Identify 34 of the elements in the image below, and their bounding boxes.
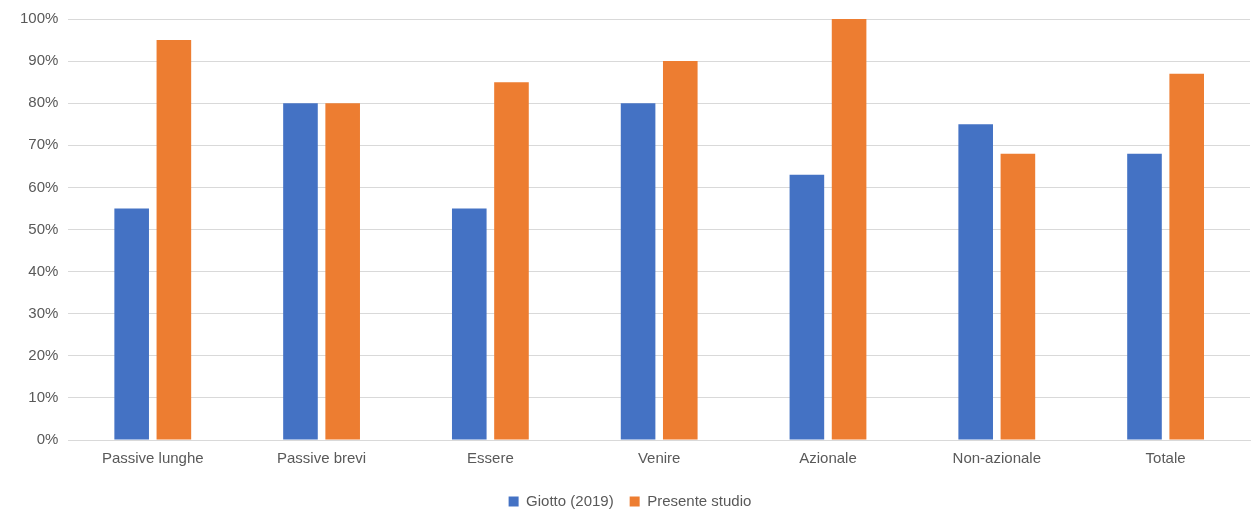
- bar: [156, 40, 192, 440]
- bar: [831, 19, 867, 440]
- x-tick-label: Totale: [1145, 449, 1186, 467]
- bar: [494, 82, 529, 440]
- y-tick-label: 0%: [36, 430, 59, 448]
- bar: [958, 124, 993, 440]
- legend-label: Presente studio: [647, 491, 752, 509]
- y-tick-label: 80%: [28, 93, 59, 111]
- y-tick-label: 20%: [28, 345, 59, 363]
- bar: [662, 61, 698, 440]
- bar: [114, 208, 149, 440]
- bar: [620, 103, 656, 440]
- y-tick-label: 30%: [28, 303, 59, 321]
- y-tick-label: 10%: [28, 388, 59, 406]
- bar: [1127, 153, 1162, 440]
- x-tick-label: Passive lunghe: [101, 449, 204, 467]
- bar: [451, 208, 487, 440]
- x-tick-label: Venire: [637, 449, 681, 467]
- bar: [283, 103, 318, 440]
- bar: [789, 174, 825, 440]
- y-tick-label: 60%: [28, 177, 59, 195]
- y-tick-label: 100%: [19, 9, 59, 27]
- bar: [1169, 73, 1204, 440]
- legend-label: Giotto (2019): [526, 491, 614, 509]
- x-tick-label: Essere: [467, 449, 514, 467]
- y-tick-label: 90%: [28, 51, 59, 69]
- bar: [1000, 153, 1036, 440]
- y-tick-label: 50%: [28, 219, 59, 237]
- bar: [325, 103, 360, 440]
- x-tick-label: Azionale: [799, 449, 857, 467]
- y-tick-label: 70%: [28, 135, 59, 153]
- x-tick-label: Non-azionale: [952, 449, 1041, 467]
- y-tick-label: 40%: [28, 261, 59, 279]
- x-tick-label: Passive brevi: [276, 449, 367, 467]
